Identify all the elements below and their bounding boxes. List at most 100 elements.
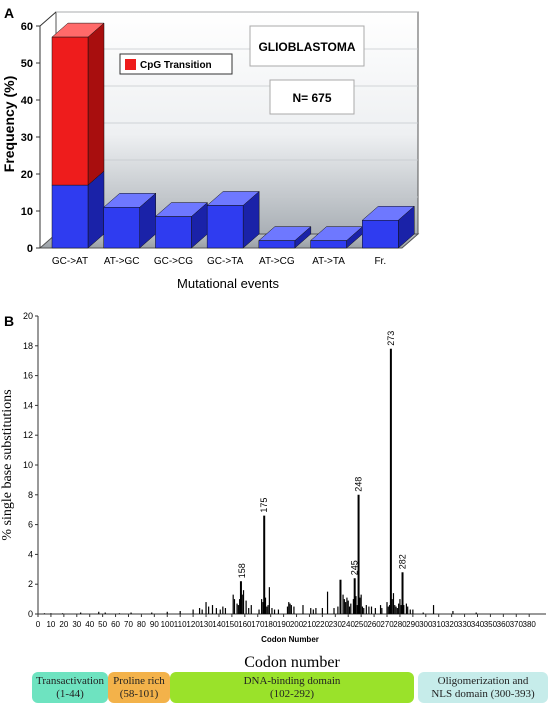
b-y-tick-label-2: 2 (28, 579, 33, 589)
b-y-tick-label-18: 18 (23, 341, 33, 351)
codon-label-245: 245 (350, 560, 360, 575)
panel-b-codon-labels: 158 175 245 248 273 282 (237, 331, 407, 578)
b-y-tick-label-20: 20 (23, 311, 33, 321)
b-x-tick-label-210: 210 (303, 620, 317, 629)
b-x-tick-label-120: 120 (186, 620, 200, 629)
b-x-tick-label-190: 190 (277, 620, 291, 629)
panel-b-x-axis-title: Codon number (244, 654, 340, 671)
y-tick-label-50: 50 (21, 58, 33, 70)
b-x-tick-label-330: 330 (458, 620, 472, 629)
b-x-tick-label-220: 220 (316, 620, 330, 629)
b-x-tick-label-40: 40 (85, 620, 94, 629)
b-x-tick-label-140: 140 (212, 620, 226, 629)
domain-oligomerization-name: Oligomerization and (437, 674, 529, 687)
b-x-tick-label-370: 370 (510, 620, 524, 629)
panel-a-n-box: N= 675 (269, 79, 355, 115)
bar-5-base (309, 226, 364, 249)
bar-6-base (361, 205, 415, 249)
b-x-tick-label-260: 260 (367, 620, 381, 629)
panel-a-bars (51, 22, 415, 249)
b-x-tick-label-90: 90 (150, 620, 159, 629)
codon-label-175: 175 (259, 498, 269, 513)
b-x-tick-label-80: 80 (137, 620, 146, 629)
b-x-tick-label-180: 180 (264, 620, 278, 629)
bar-2-base (154, 201, 209, 249)
bar-0-cpg (51, 22, 105, 186)
b-x-tick-label-320: 320 (445, 620, 459, 629)
domain-proline-rich: Proline rich (58-101) (108, 672, 170, 703)
x-tick-label-4: AT->CG (259, 256, 295, 267)
y-tick-label-0: 0 (27, 243, 33, 255)
b-y-tick-label-10: 10 (23, 460, 33, 470)
codon-label-158: 158 (237, 563, 247, 578)
bar-1-base (103, 192, 157, 249)
bar-3-base (206, 190, 260, 249)
b-x-tick-label-150: 150 (225, 620, 239, 629)
domain-transactivation-name: Transactivation (35, 674, 105, 687)
y-tick-label-20: 20 (21, 169, 33, 181)
x-tick-label-0: GC->AT (52, 256, 88, 267)
panel-a-y-axis-depth (39, 11, 57, 27)
panel-b-bars (43, 348, 477, 614)
y-tick-label-40: 40 (21, 95, 33, 107)
b-x-tick-label-10: 10 (46, 620, 55, 629)
b-y-tick-label-14: 14 (23, 400, 33, 410)
b-x-tick-label-310: 310 (432, 620, 446, 629)
b-x-tick-label-360: 360 (497, 620, 511, 629)
y-tick-label-10: 10 (21, 206, 33, 218)
b-y-tick-label-8: 8 (28, 490, 33, 500)
b-x-tick-label-50: 50 (98, 620, 107, 629)
panel-a-x-axis-title: Mutational events (177, 276, 279, 291)
b-x-tick-label-290: 290 (406, 620, 420, 629)
b-x-tick-label-30: 30 (72, 620, 81, 629)
b-x-tick-label-170: 170 (251, 620, 265, 629)
b-x-tick-label-340: 340 (471, 620, 485, 629)
legend-swatch-cpg (125, 59, 136, 70)
sample-size-label: N= 675 (292, 91, 331, 105)
b-x-tick-label-350: 350 (484, 620, 498, 629)
domain-proline-rich-range: (58-101) (119, 687, 159, 700)
bar-4-base (258, 226, 312, 249)
b-y-tick-label-0: 0 (28, 609, 33, 619)
b-x-tick-label-110: 110 (174, 620, 187, 629)
glioblastoma-label: GLIOBLASTOMA (258, 40, 355, 54)
x-tick-label-3: GC->TA (207, 256, 244, 267)
b-x-tick-label-160: 160 (238, 620, 252, 629)
b-y-tick-label-16: 16 (23, 371, 33, 381)
panel-a-label: A (4, 5, 14, 21)
codon-label-273: 273 (386, 331, 396, 346)
x-tick-label-5: AT->TA (312, 256, 345, 267)
b-x-tick-label-200: 200 (290, 620, 304, 629)
codon-label-282: 282 (398, 554, 408, 569)
b-x-tick-label-270: 270 (380, 620, 394, 629)
codon-label-248: 248 (354, 477, 364, 492)
panel-b-label: B (4, 313, 14, 329)
panel-b-x-ticks: 0 10 20 30 40 50 60 70 80 90 100 110 120 130 140 150 160… (36, 614, 537, 629)
panel-a-y-axis-title: Frequency (%) (1, 76, 17, 172)
b-x-tick-label-280: 280 (393, 620, 407, 629)
domain-transactivation-range: (1-44) (56, 687, 84, 700)
y-tick-label-60: 60 (21, 21, 33, 33)
domain-oligomerization: Oligomerization and NLS domain (300-393) (418, 672, 548, 703)
domain-dna-binding-range: (102-292) (270, 687, 314, 700)
b-x-tick-label-0: 0 (36, 620, 41, 629)
protein-domain-bar: Transactivation (1-44) Proline rich (58-… (0, 672, 548, 703)
domain-transactivation: Transactivation (1-44) (32, 672, 108, 703)
x-tick-label-6: Fr. (374, 256, 386, 267)
x-tick-label-1: AT->GC (104, 256, 140, 267)
b-x-tick-label-100: 100 (161, 620, 175, 629)
x-tick-label-2: GC->CG (154, 256, 193, 267)
panel-a-title-box: GLIOBLASTOMA (249, 25, 365, 67)
b-x-tick-label-70: 70 (124, 620, 133, 629)
domain-proline-rich-name: Proline rich (113, 674, 165, 687)
panel-a-y-ticks: 0 10 20 30 40 50 60 (21, 21, 40, 255)
panel-b-y-axis-title: % single base substitutions (0, 389, 15, 540)
b-y-tick-label-6: 6 (28, 520, 33, 530)
b-x-tick-label-380: 380 (523, 620, 537, 629)
legend-label-cpg: CpG Transition (140, 60, 212, 71)
domain-oligomerization-range: NLS domain (300-393) (431, 687, 535, 700)
b-x-tick-label-250: 250 (354, 620, 368, 629)
panel-b-plot: 0 2 4 6 8 10 12 14 16 18 20 0 10 20 30 40 50 60 70 80 90 100… (23, 311, 546, 629)
b-x-tick-label-130: 130 (199, 620, 213, 629)
y-tick-label-30: 30 (21, 132, 33, 144)
